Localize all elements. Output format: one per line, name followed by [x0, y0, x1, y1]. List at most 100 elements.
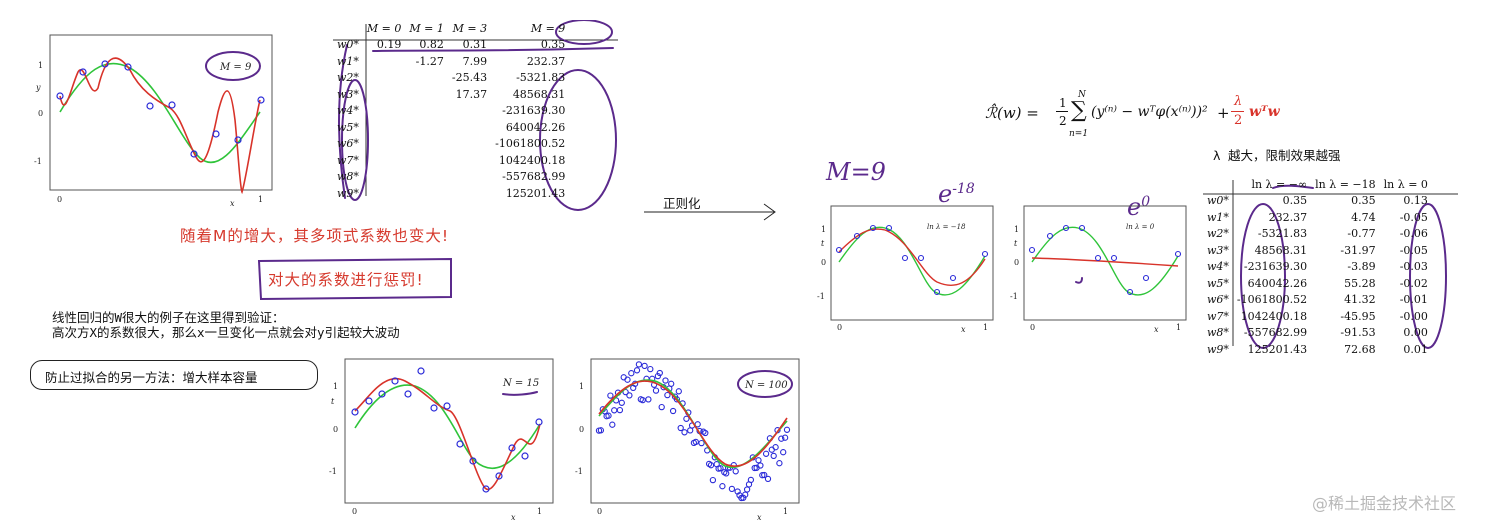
lambda-frac-bar	[1231, 111, 1244, 112]
table-cell: -91.53	[1340, 326, 1376, 340]
table-cell	[405, 70, 447, 87]
xtick: 1	[258, 195, 263, 204]
table-cell: 41.32	[1344, 293, 1376, 307]
row-label: w2*	[1207, 227, 1229, 241]
table-cell: 640042.26	[505, 120, 566, 134]
table-row: w4* -231639.30 -3.89 -0.03	[1203, 259, 1432, 276]
col-header: M = 0	[366, 21, 402, 35]
table-cell: -0.01	[1399, 293, 1428, 307]
table-cell	[363, 86, 405, 103]
scatter-point	[673, 396, 681, 403]
row-label: w1*	[337, 54, 359, 68]
scatter-point	[633, 367, 641, 374]
table-cell	[405, 119, 447, 136]
ytick: 1	[1014, 225, 1019, 234]
ytick: 1	[579, 382, 584, 391]
ytick: 0	[1014, 258, 1019, 267]
row-label: w5*	[1207, 276, 1229, 290]
table-cell	[448, 185, 491, 202]
table-cell	[405, 169, 447, 186]
scatter-point	[656, 369, 663, 377]
table-cell	[363, 152, 405, 169]
xtick: 0	[57, 195, 62, 204]
scatter-point	[732, 468, 739, 475]
table-cell: -0.05	[1399, 243, 1428, 257]
scatter-point	[658, 403, 665, 411]
table-cell: -45.95	[1340, 309, 1376, 323]
scatter-point	[652, 387, 660, 394]
lambda-note: λ 越大，限制效果越强	[1213, 148, 1341, 163]
n100-circle	[737, 370, 793, 398]
table-header-row: M = 0 M = 1 M = 3 M = 9	[333, 20, 569, 37]
scribble	[1075, 277, 1083, 284]
xtick: 0	[1030, 323, 1035, 332]
scatter-point	[645, 396, 652, 403]
row-label: w0*	[1207, 194, 1229, 208]
scatter-point	[605, 412, 612, 419]
table-row: w2* -5321.83 -0.77 -0.06	[1203, 226, 1432, 243]
true-curve	[1031, 226, 1179, 296]
col-header: ln λ = −∞	[1251, 177, 1308, 191]
x-axis-label: x	[757, 513, 762, 522]
scatter-point	[654, 372, 662, 380]
row-label: w6*	[337, 137, 359, 151]
fit-curve	[59, 57, 261, 195]
n100-label: N = 100	[744, 380, 788, 391]
formula-reg: wᵀw	[1249, 104, 1280, 120]
scatter-point	[781, 434, 789, 441]
table-cell: 0.82	[419, 38, 444, 52]
e-zero-exp: 0	[1141, 194, 1151, 210]
scatter-point	[764, 475, 772, 483]
fit-curve	[1031, 257, 1179, 267]
table-cell: -0.77	[1347, 227, 1376, 241]
table-cell	[363, 70, 405, 87]
table-cell: 17.37	[455, 87, 488, 101]
scatter-point	[607, 392, 614, 399]
penalize-box	[257, 257, 452, 301]
scatter-point	[783, 426, 791, 433]
scatter-point	[755, 457, 762, 464]
data-points	[56, 60, 265, 158]
scatter-point	[707, 462, 715, 469]
table-row: w8* -557682.99 -91.53 0.00	[1203, 325, 1432, 342]
ytick: -1	[1010, 292, 1018, 301]
y-axis-label: y	[35, 83, 41, 92]
table-row: w1* 232.37 4.74 -0.05	[1203, 209, 1432, 226]
ytick: -1	[817, 292, 825, 301]
table-cell: -1061800.52	[1236, 293, 1308, 307]
table-cell: 72.68	[1344, 342, 1376, 356]
table-cell: 1042400.18	[498, 153, 566, 167]
xtick: 1	[537, 507, 542, 516]
scatter-point	[681, 429, 688, 436]
true-curve	[838, 226, 986, 296]
verify-line-2: 高次方X的系数很大，那么x一旦变化一点就会对y引起较大波动	[52, 325, 400, 340]
scatter-point	[624, 376, 631, 383]
plot-frame	[49, 34, 273, 191]
x-axis-label: x	[230, 199, 235, 208]
scatter-point	[717, 465, 724, 472]
table-cell: -5321.83	[1257, 227, 1308, 241]
table-row: w1* -1.27 7.99 232.37	[333, 53, 569, 70]
table-cell: 48568.31	[512, 87, 566, 101]
table-cell	[448, 136, 491, 153]
row-label: w7*	[1207, 309, 1229, 323]
table-cell	[448, 103, 491, 120]
ytick: 0	[821, 258, 826, 267]
y-axis-label: t	[331, 397, 335, 406]
formula-lambda-den: 2	[1234, 113, 1243, 128]
plot-n15: 1 0 -1 t 0 1 x N = 15	[329, 358, 554, 522]
table-cell	[448, 152, 491, 169]
scatter-point	[747, 476, 755, 484]
scatter-point	[664, 391, 671, 399]
regularize-label: 正则化	[663, 196, 701, 211]
scatter-point	[770, 452, 777, 460]
ytick: 0	[579, 425, 584, 434]
high-order-circle	[539, 69, 617, 211]
lambda-table: ln λ = −∞ ln λ = −18 ln λ = 0 w0* 0.35 0.3…	[1203, 176, 1432, 358]
table-cell: 640042.26	[1247, 276, 1308, 290]
plot-m9: 1 0 -1 y 0 1 x M = 9	[34, 34, 273, 208]
table-cell: 0.19	[376, 38, 402, 52]
scatter-point	[728, 485, 736, 493]
table-row: w2* -25.43 -5321.83	[333, 70, 569, 87]
scatter-point	[628, 370, 635, 377]
